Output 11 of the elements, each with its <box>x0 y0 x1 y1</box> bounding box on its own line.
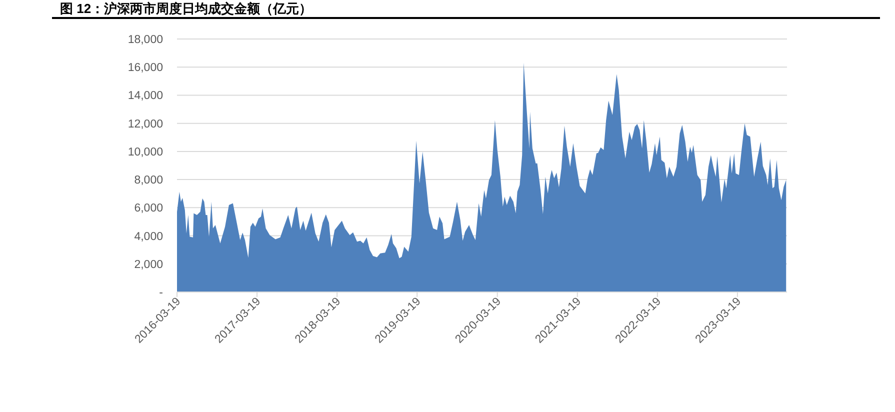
y-tick-label: 12,000 <box>128 118 163 130</box>
chart-title: 图 12：沪深两市周度日均成交金额（亿元） <box>60 1 312 16</box>
y-tick-label: - <box>159 287 164 300</box>
y-tick-label: 8,000 <box>134 174 163 187</box>
y-tick-label: 14,000 <box>128 90 163 102</box>
y-tick-label: 16,000 <box>128 62 163 74</box>
y-tick-label: 6,000 <box>134 202 163 215</box>
y-tick-label: 2,000 <box>134 258 163 271</box>
y-tick-label: 4,000 <box>134 230 163 243</box>
y-tick-label: 18,000 <box>128 34 163 46</box>
y-tick-label: 10,000 <box>128 146 163 158</box>
